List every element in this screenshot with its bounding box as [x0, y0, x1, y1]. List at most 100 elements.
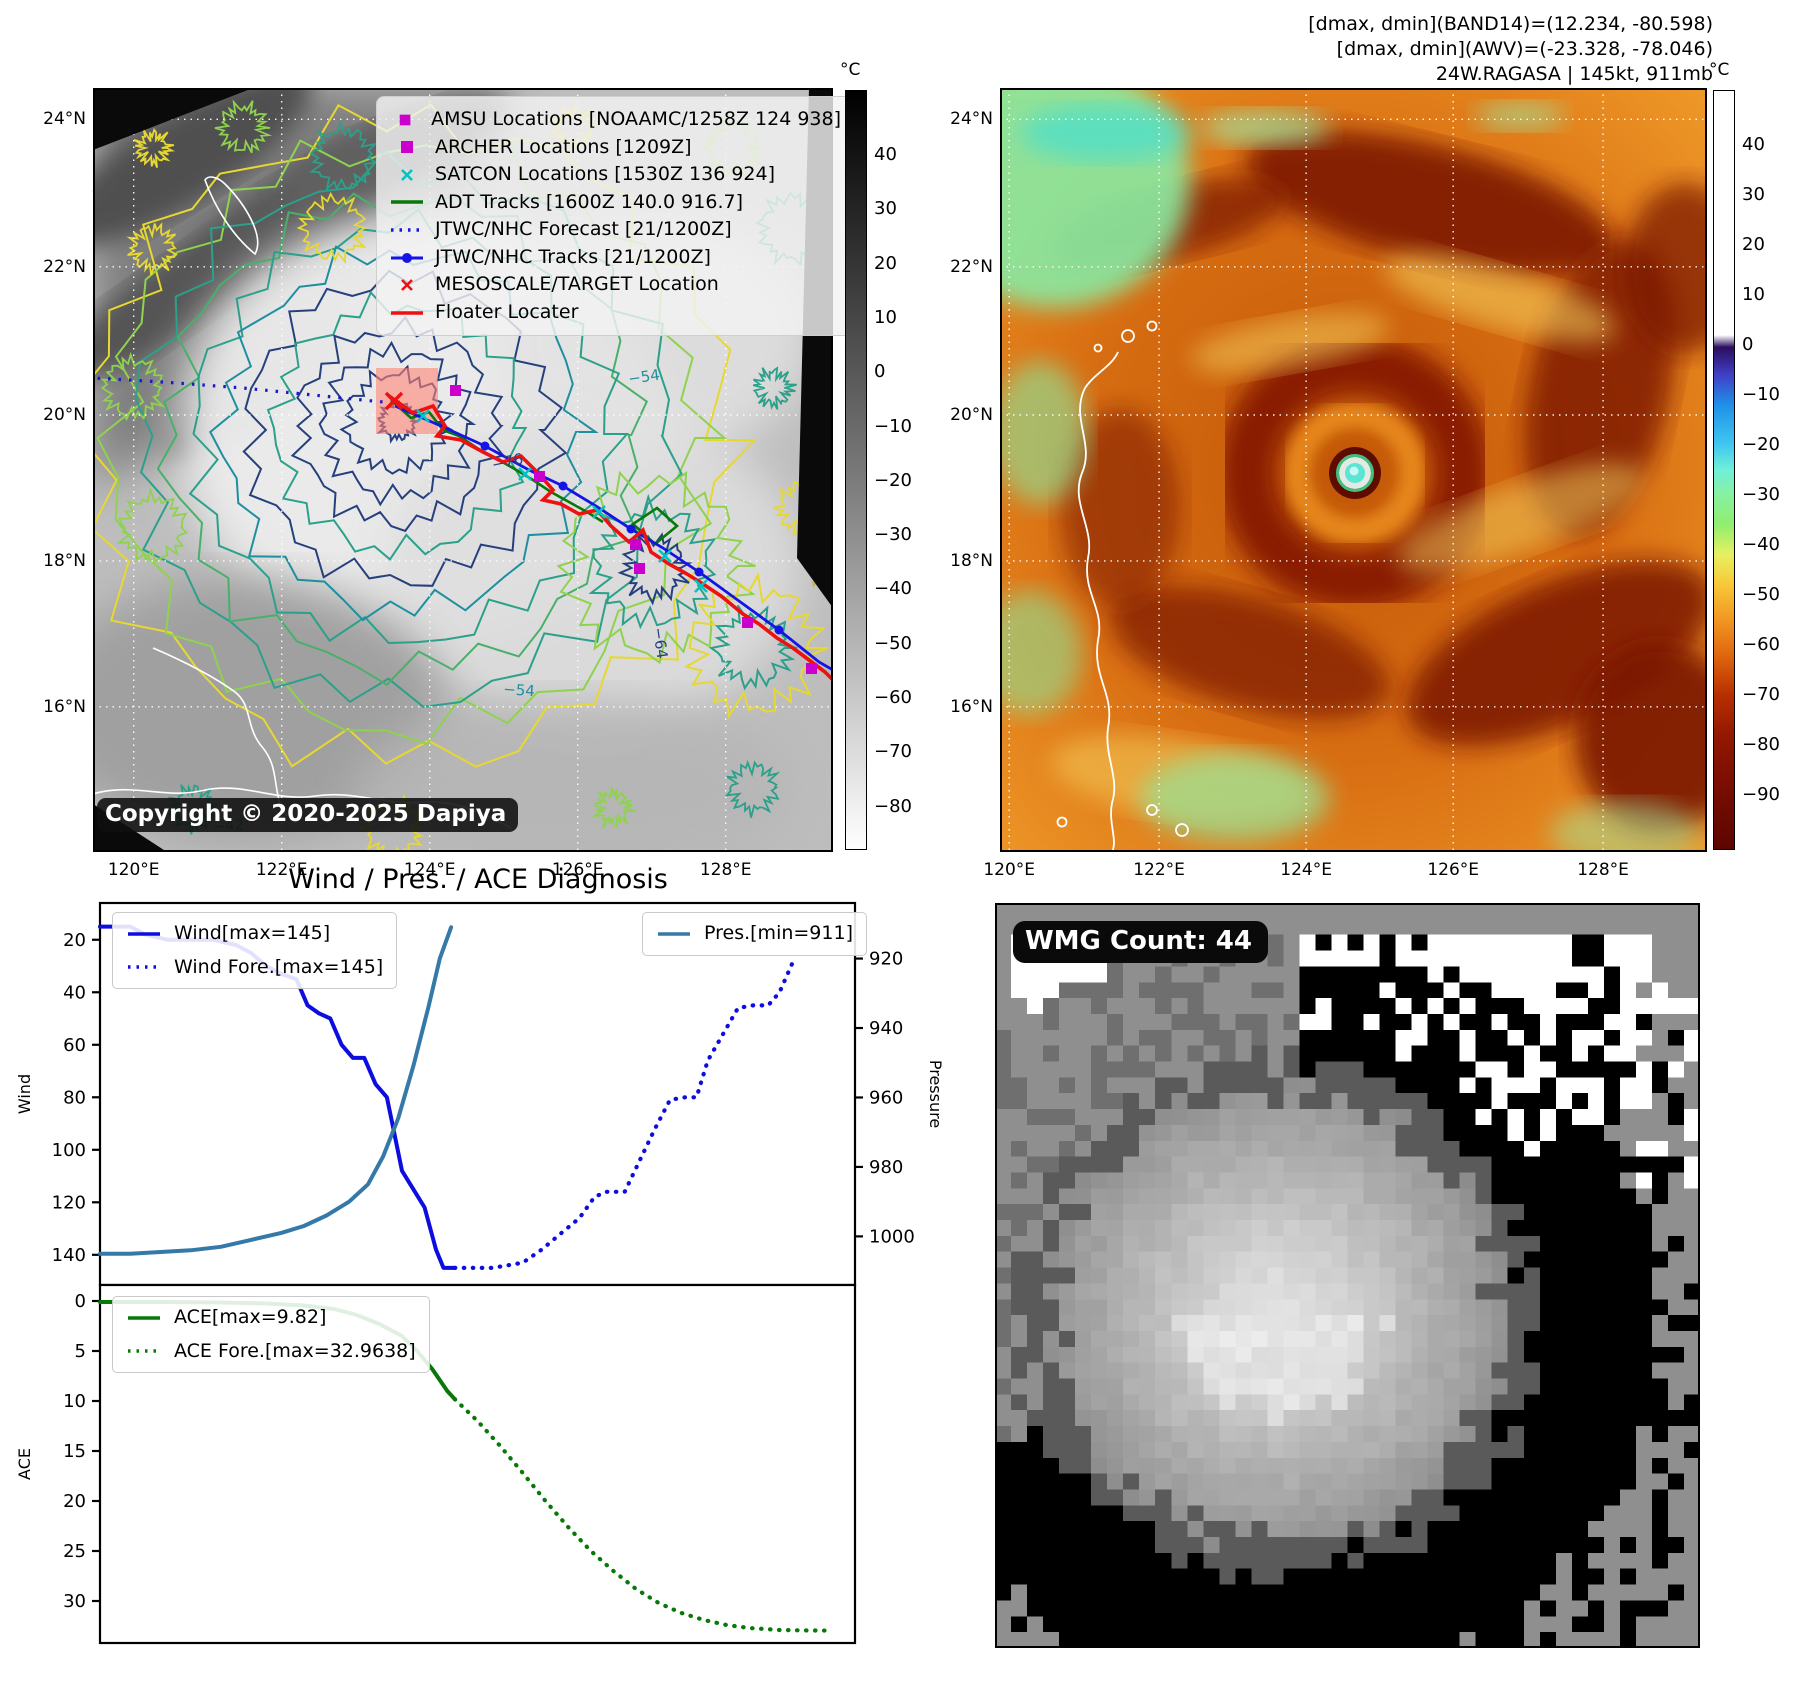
svg-text:−54: −54: [627, 366, 661, 388]
band14-colorbar-tick: −40: [874, 578, 912, 600]
awv-lon-tick: 126°E: [1427, 860, 1480, 880]
map-legend-item: JTWC/NHC Tracks [21/1200Z]: [389, 244, 841, 272]
mesoscale-target-box: [376, 368, 438, 434]
band14-colorbar-tick: 40: [874, 144, 897, 166]
awv-inner-warm-ring: [1284, 402, 1426, 544]
awv-info-lines: [dmax, dmin](BAND14)=(12.234, -80.598) […: [1308, 13, 1713, 86]
awv-lon-tick: 128°E: [1577, 860, 1629, 880]
svg-text:ACE: ACE: [15, 1448, 34, 1480]
svg-text:140: 140: [52, 1245, 86, 1266]
band14-colorbar-tick: 10: [874, 307, 897, 328]
svg-text:15: 15: [63, 1441, 86, 1462]
line-marker-icon: [391, 200, 423, 205]
awv-lat-tick: 24°N: [950, 109, 993, 130]
awv-lat-tick: 22°N: [950, 256, 993, 277]
svg-text:80: 80: [63, 1087, 86, 1108]
awv-coastlines: [1056, 320, 1189, 852]
svg-text:Wind: Wind: [15, 1074, 34, 1114]
band14-lon-tick: 126°E: [551, 860, 604, 880]
copyright-badge: Copyright © 2020-2025 Dapiya: [97, 798, 519, 832]
jtwc-forecast-line: [93, 376, 394, 405]
band14-lon-tick: 124°E: [403, 860, 456, 880]
band14-colorbar-unit: °C: [840, 60, 861, 80]
linedot-marker-icon: [391, 252, 423, 263]
band14-map-legend: AMSU Locations [NOAAMC/1258Z 124 938] ARC…: [376, 96, 854, 337]
awv-colorbar-tick: 10: [1742, 284, 1765, 305]
x-marker-icon: [401, 279, 413, 291]
chart-legend-item: ACE[max=9.82]: [126, 1304, 416, 1332]
band14-colorbar-tick: 30: [874, 198, 897, 220]
awv-lon-tick: 122°E: [1133, 860, 1185, 880]
map-legend-label: SATCON Locations [1530Z 136 924]: [435, 163, 776, 186]
svg-text:−54: −54: [503, 680, 536, 700]
awv-colorbar-tick: −40: [1742, 534, 1780, 555]
square-marker-icon: [401, 141, 413, 154]
jtwc-track: [394, 404, 833, 672]
map-legend-label: Floater Locater: [435, 300, 579, 323]
svg-text:10: 10: [63, 1391, 86, 1412]
awv-lon-tick: 120°E: [983, 860, 1036, 880]
map-legend-label: AMSU Locations [NOAAMC/1258Z 124 938]: [431, 108, 841, 130]
dotted-marker-icon: [128, 965, 160, 970]
band14-colorbar-tick: −20: [874, 469, 912, 491]
awv-colorbar-tick: −60: [1742, 634, 1780, 655]
band14-colorbar-tick: −50: [874, 632, 912, 654]
chart-legend-item: Wind[max=145]: [126, 920, 383, 948]
awv-colorbar-tick: 20: [1742, 234, 1765, 255]
line-marker-icon: [128, 1316, 160, 1320]
map-legend-label: JTWC/NHC Forecast [21/1200Z]: [435, 218, 732, 241]
chart-legend-item: Wind Fore.[max=145]: [126, 954, 383, 982]
svg-text:120: 120: [52, 1192, 86, 1213]
band14-lat-tick: 16°N: [43, 696, 86, 717]
awv-gridlines: [1000, 88, 1707, 852]
awv-lat-tick: 16°N: [950, 696, 993, 717]
map-legend-item: ADT Tracks [1600Z 140.0 916.7]: [389, 189, 841, 217]
satcon-markers: [416, 409, 708, 593]
chart-legend-label: Pres.[min=911]: [704, 922, 853, 944]
band14-colorbar-tick: 20: [874, 252, 897, 274]
awv-colorbar-tick: −10: [1742, 384, 1780, 405]
chart-legend-item: ACE Fore.[max=32.9638]: [126, 1338, 416, 1366]
awv-lat-tick: 18°N: [950, 550, 993, 571]
awv-colorbar-tick: −70: [1742, 684, 1780, 705]
amsu-archer-markers: [450, 385, 817, 674]
awv-eye: [1329, 447, 1381, 499]
map-legend-label: ADT Tracks [1600Z 140.0 916.7]: [435, 190, 743, 213]
chart-legend-label: ACE[max=9.82]: [174, 1306, 327, 1328]
awv-enhanced-ir-map: [1000, 88, 1707, 852]
band14-colorbar-tick: 0: [874, 361, 886, 383]
line-marker-icon: [391, 310, 423, 315]
awv-eyewall-ring: [1218, 336, 1492, 610]
chart-legend-item: Pres.[min=911]: [656, 920, 853, 948]
chart-legend-label: Wind Fore.[max=145]: [174, 955, 384, 978]
awv-colorbar: [1713, 90, 1735, 850]
band14-colorbar-tick: −60: [874, 687, 912, 708]
wind-legend: Wind[max=145] Wind Fore.[max=145]: [112, 912, 398, 990]
awv-cold-patches: [1000, 88, 1700, 852]
dotted-marker-icon: [128, 1349, 160, 1354]
awv-colorbar-tick: −30: [1742, 484, 1780, 505]
band14-lat-tick: 18°N: [43, 550, 86, 571]
x-marker-icon: [401, 168, 413, 181]
band14-colorbar-tick: −10: [874, 415, 912, 437]
chart-legend-label: Wind[max=145]: [174, 922, 331, 944]
band14-colorbar-tick: −80: [874, 795, 912, 817]
svg-text:20: 20: [63, 1491, 86, 1512]
awv-lon-tick: 124°E: [1280, 860, 1332, 880]
svg-text:5: 5: [75, 1341, 86, 1362]
svg-text:0: 0: [75, 1291, 86, 1312]
band14-lat-tick: 22°N: [43, 256, 86, 277]
svg-text:1000: 1000: [869, 1226, 915, 1247]
awv-colorbar-tick: −50: [1742, 584, 1780, 605]
band14-lon-tick: 122°E: [255, 860, 308, 880]
wmg-microwave-image: [995, 903, 1700, 1648]
svg-text:960: 960: [869, 1087, 903, 1108]
ace-legend: ACE[max=9.82] ACE Fore.[max=32.9638]: [112, 1296, 430, 1374]
mesoscale-x-marker: [384, 391, 404, 411]
band14-colorbar-tick: −70: [874, 741, 912, 763]
pressure-legend: Pres.[min=911]: [642, 912, 867, 956]
band14-lon-tick: 128°E: [699, 860, 752, 880]
map-legend-item: AMSU Locations [NOAAMC/1258Z 124 938]: [389, 106, 841, 134]
awv-colorbar-tick: −80: [1742, 734, 1780, 755]
